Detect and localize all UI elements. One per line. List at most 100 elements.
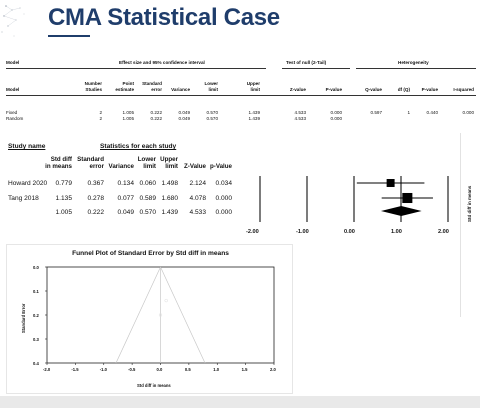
cell: 1 [407, 110, 410, 115]
cell: 1.135 [55, 195, 72, 202]
col-lower-2: limit [208, 87, 218, 92]
cell: 0.077 [117, 195, 134, 202]
col-se-2: error [151, 87, 162, 92]
row-random-model: Random [6, 116, 24, 121]
funnel-y-tick-label: 0.3 [33, 337, 39, 342]
cell: 0.779 [55, 180, 72, 187]
col-p: p-Value [209, 163, 232, 170]
cell: 2 [99, 116, 102, 121]
study-name: Howard 2020 [8, 180, 48, 187]
rule [6, 68, 86, 69]
funnel-x-tick-label: -0.5 [128, 367, 136, 372]
funnel-x-tick-label: 2.0 [270, 367, 276, 372]
cell: 1.005 [122, 116, 135, 121]
summary-cell: 0.570 [139, 209, 156, 216]
col-lower-2: limit [143, 163, 156, 170]
cell: 0.597 [370, 110, 383, 115]
title-underline [48, 35, 90, 37]
funnel-y-tick-label: 0.1 [33, 289, 39, 294]
cell: 0.589 [139, 195, 156, 202]
col-variance: Variance [171, 87, 190, 92]
cell: 0.222 [150, 110, 163, 115]
forest-tick-label: 1.00 [391, 229, 402, 235]
col-upper-2: limit [250, 87, 260, 92]
footer-bar [0, 396, 480, 408]
summary-cell: 4.533 [189, 209, 206, 216]
cell: 0.060 [139, 180, 156, 187]
cell: 0.134 [117, 180, 134, 187]
rule [282, 68, 350, 69]
header-effect-group: Effect size and 95% confidence interval [119, 60, 205, 65]
header-het-group: Heterogeneity [398, 60, 429, 65]
study-name: Tang 2018 [8, 195, 39, 202]
cell: 1.439 [248, 116, 261, 121]
funnel-x-tick-label: -1.5 [71, 367, 79, 372]
col-upper-1: Upper [246, 81, 260, 86]
cell: 1.680 [161, 195, 178, 202]
side-axis-label: Std diff in means [467, 185, 472, 222]
funnel-ylabel: Standard Error [21, 303, 26, 333]
rule [78, 68, 266, 69]
forest-tick-label: -1.00 [296, 229, 309, 235]
funnel-plot [45, 266, 275, 365]
row-fixed-model: Fixed [6, 110, 18, 115]
cell: 0.000 [215, 195, 232, 202]
col-model: Model [6, 87, 20, 92]
col-df: df (Q) [397, 87, 410, 92]
summary-cell: 0.049 [117, 209, 134, 216]
col-upper-1: Upper [160, 156, 178, 163]
cell: 1.005 [122, 110, 135, 115]
funnel-y-tick-label: 0.2 [33, 313, 39, 318]
side-panel [460, 133, 480, 317]
col-se-2: error [89, 163, 104, 170]
forest-tick-label: -2.00 [246, 229, 259, 235]
cell: 0.000 [330, 110, 343, 115]
col-point-2: estimate [115, 87, 134, 92]
decorative-dots [1, 5, 25, 37]
col-std-2: in means [45, 163, 72, 170]
funnel-y-tick-label: 0.0 [33, 265, 39, 270]
cell: 2.124 [189, 180, 206, 187]
funnel-x-tick-label: -1.0 [99, 367, 107, 372]
forest-tick-label: 0.00 [344, 229, 355, 235]
col-z: Z-Value [183, 163, 206, 170]
cell: 2 [99, 110, 102, 115]
funnel-title: Funnel Plot of Standard Error by Std dif… [72, 250, 229, 257]
funnel-x-tick-label: 1.5 [241, 367, 248, 372]
col-i2: I-squared [453, 87, 474, 92]
col-lower-1: Lower [137, 156, 156, 163]
col-het-p: P-value [421, 87, 438, 92]
funnel-xlabel: Std diff in means [137, 383, 171, 388]
funnel-plot-panel: Funnel Plot of Standard Error by Std dif… [6, 244, 293, 394]
study-marker [402, 192, 413, 204]
summary-cell: 0.000 [215, 209, 232, 216]
col-studies-2: Studies [85, 87, 102, 92]
header-model-group: Model [6, 60, 20, 65]
funnel-x-tick-label: 0.5 [184, 367, 191, 372]
funnel-limit-line [160, 266, 206, 364]
data-point [158, 313, 163, 317]
cell: 0.367 [87, 180, 104, 187]
summary-cell: 0.222 [87, 209, 104, 216]
cell: 0.570 [206, 110, 219, 115]
summary-cell: 1.005 [55, 209, 72, 216]
rule [356, 68, 476, 69]
cell: 0.000 [462, 110, 475, 115]
cell: 0.034 [215, 180, 232, 187]
col-q: Q-value [365, 87, 382, 92]
forest-header-stats: Statistics for each study [100, 143, 177, 150]
cell: 4.533 [294, 116, 307, 121]
funnel-x-tick-label: 0.0 [156, 367, 163, 372]
col-lower-1: Lower [204, 81, 218, 86]
cell: 4.078 [189, 195, 206, 202]
col-point-1: Point [122, 81, 134, 86]
header-null-group: Test of null (2-Tail) [286, 60, 327, 65]
forest-header-study: Study name [8, 143, 46, 150]
col-p: P-value [325, 87, 342, 92]
funnel-y-tick-label: 0.4 [33, 361, 39, 366]
cell: 0.570 [206, 116, 219, 121]
summary-diamond [380, 206, 422, 216]
col-se-1: Standard [77, 156, 104, 163]
